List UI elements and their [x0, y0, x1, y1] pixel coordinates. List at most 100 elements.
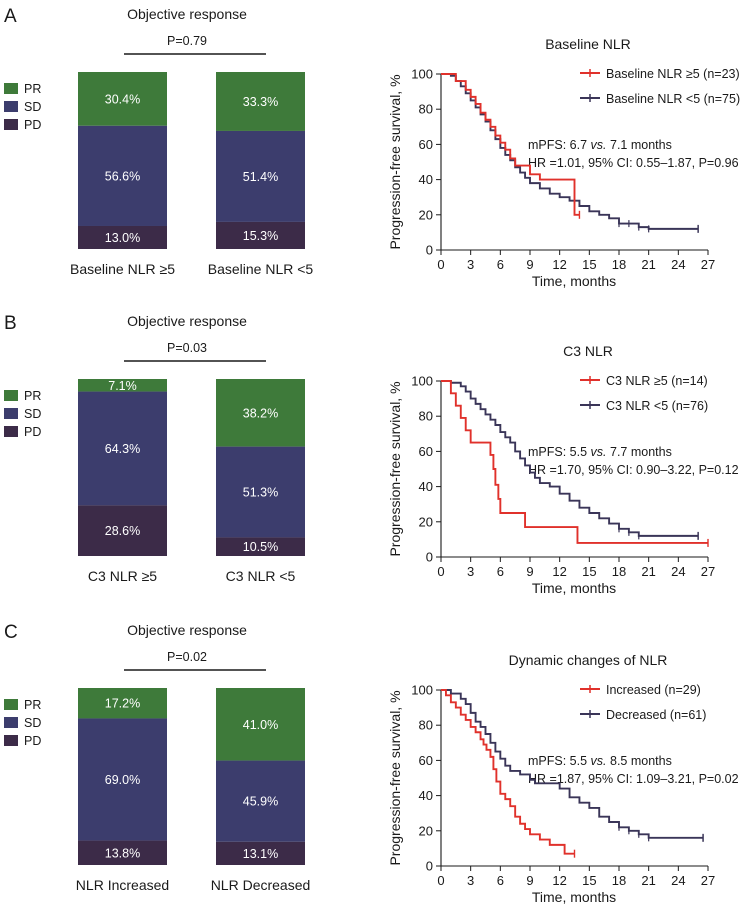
bar-category-label: Baseline NLR ≥5 — [70, 261, 175, 277]
bar-segment-sd — [216, 760, 305, 842]
x-tick-label: 15 — [582, 564, 596, 579]
km-curve — [441, 380, 699, 537]
bar-segment-label: 17.2% — [105, 697, 140, 711]
bar-segment-pd — [78, 840, 167, 865]
x-tick-label: 9 — [526, 564, 533, 579]
x-tick-label: 6 — [497, 564, 504, 579]
bar-segment-sd — [78, 391, 167, 506]
x-tick-label: 18 — [612, 873, 626, 888]
y-tick-label: 60 — [419, 753, 433, 768]
km-curve — [441, 73, 580, 216]
legend-label-pd: PD — [24, 118, 41, 132]
bar-segment-sd — [78, 125, 167, 226]
bar-category-label: NLR Increased — [76, 877, 169, 893]
hr-annotation: HR =1.70, 95% CI: 0.90–3.22, P=0.12 — [528, 463, 739, 477]
bar-segment-pr — [216, 72, 305, 131]
km-curve — [441, 689, 575, 855]
legend-swatch-sd — [4, 408, 18, 419]
bar-segment-label: 41.0% — [243, 718, 278, 732]
bar-segment-label: 33.3% — [243, 95, 278, 109]
bar-segment-sd — [216, 130, 305, 222]
x-tick-label: 12 — [552, 257, 566, 272]
bar-segment-label: 64.3% — [105, 442, 140, 456]
x-tick-label: 0 — [437, 564, 444, 579]
x-tick-label: 6 — [497, 257, 504, 272]
legend-label-pr: PR — [24, 389, 41, 403]
bar-segment-pr — [78, 379, 167, 392]
x-tick-label: 3 — [467, 257, 474, 272]
panel-a: A Objective response P=0.79 PR SD PD 30.4% 56.6… — [4, 6, 740, 289]
bar-category-label: Baseline NLR <5 — [208, 261, 314, 277]
bar-segment-label: 28.6% — [105, 524, 140, 538]
hr-annotation: HR =1.01, 95% CI: 0.55–1.87, P=0.96 — [528, 156, 739, 170]
km-curve — [441, 380, 708, 544]
bar-segment-pr — [216, 379, 305, 447]
legend-label-pd: PD — [24, 425, 41, 439]
y-tick-label: 40 — [419, 479, 433, 494]
legend-swatch-pr — [4, 699, 18, 710]
x-tick-label: 0 — [437, 257, 444, 272]
panel-c: C Objective response P=0.02 PR SD PD 17.2% 69.0… — [4, 622, 739, 905]
bar-segment-label: 51.3% — [243, 486, 278, 500]
bar-segment-label: 69.0% — [105, 773, 140, 787]
y-tick-label: 80 — [419, 718, 433, 733]
y-tick-label: 20 — [419, 514, 433, 529]
p-value: P=0.02 — [167, 650, 207, 664]
x-axis-label: Time, months — [532, 273, 616, 289]
x-axis-label: Time, months — [532, 889, 616, 905]
legend-label-pd: PD — [24, 734, 41, 748]
mpfs-annotation: mPFS: 5.5 vs. 7.7 months — [528, 445, 672, 459]
panel-label: B — [4, 313, 17, 334]
bar-segment-label: 15.3% — [243, 229, 278, 243]
legend-swatch-pd — [4, 426, 18, 437]
bar-segment-label: 10.5% — [243, 540, 278, 554]
x-tick-label: 18 — [612, 564, 626, 579]
x-tick-label: 18 — [612, 257, 626, 272]
km-title: Dynamic changes of NLR — [509, 652, 668, 668]
km-legend-label: Increased (n=29) — [606, 683, 701, 697]
legend-swatch-sd — [4, 101, 18, 112]
bar-category-label: NLR Decreased — [211, 877, 311, 893]
legend-swatch-sd — [4, 717, 18, 728]
y-tick-label: 100 — [411, 374, 433, 389]
bar-segment-pd — [216, 841, 305, 865]
bar-segment-pd — [216, 221, 305, 249]
x-tick-label: 15 — [582, 257, 596, 272]
km-legend-label: Decreased (n=61) — [606, 708, 706, 722]
km-title: C3 NLR — [563, 343, 613, 359]
x-tick-label: 6 — [497, 873, 504, 888]
x-tick-label: 24 — [671, 257, 685, 272]
y-tick-label: 20 — [419, 823, 433, 838]
mpfs-annotation: mPFS: 5.5 vs. 8.5 months — [528, 754, 672, 768]
p-value: P=0.03 — [167, 341, 207, 355]
x-tick-label: 21 — [641, 257, 655, 272]
bar-segment-sd — [78, 718, 167, 841]
y-tick-label: 80 — [419, 409, 433, 424]
km-curve — [441, 73, 699, 230]
km-legend-label: C3 NLR ≥5 (n=14) — [606, 374, 708, 388]
bar-category-label: C3 NLR ≥5 — [88, 568, 157, 584]
bar-segment-label: 56.6% — [105, 169, 140, 183]
legend-swatch-pd — [4, 119, 18, 130]
bar-segment-label: 13.0% — [105, 231, 140, 245]
x-tick-label: 15 — [582, 873, 596, 888]
bar-segment-label: 38.2% — [243, 406, 278, 420]
legend-swatch-pd — [4, 735, 18, 746]
legend-label-sd: SD — [24, 100, 41, 114]
y-tick-label: 60 — [419, 137, 433, 152]
km-legend-label: Baseline NLR <5 (n=75) — [606, 92, 740, 106]
y-tick-label: 0 — [426, 550, 433, 565]
bar-title: Objective response — [127, 6, 247, 22]
hr-annotation: HR =1.87, 95% CI: 1.09–3.21, P=0.02 — [528, 772, 739, 786]
bar-title: Objective response — [127, 313, 247, 329]
bar-segment-pd — [78, 505, 167, 556]
y-tick-label: 0 — [426, 859, 433, 874]
x-axis-label: Time, months — [532, 580, 616, 596]
bar-segment-label: 7.1% — [108, 379, 137, 393]
x-tick-label: 9 — [526, 873, 533, 888]
y-tick-label: 100 — [411, 683, 433, 698]
legend-label-sd: SD — [24, 716, 41, 730]
panel-label: A — [4, 6, 17, 27]
y-tick-label: 60 — [419, 444, 433, 459]
